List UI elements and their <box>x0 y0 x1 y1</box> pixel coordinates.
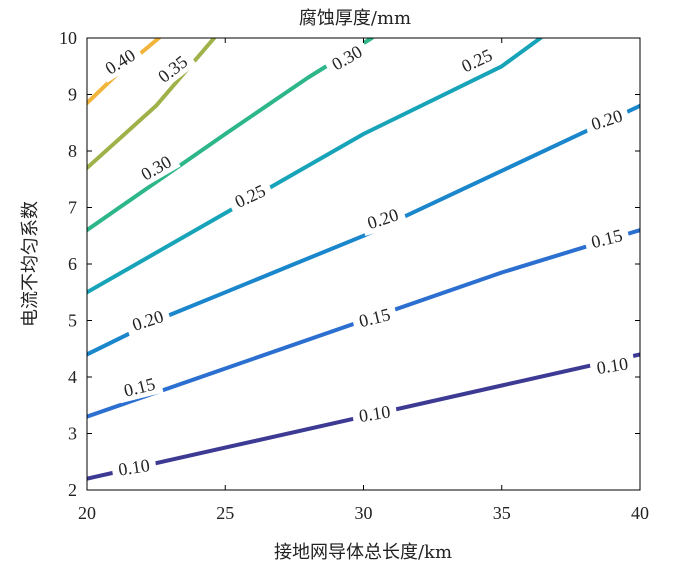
contour-label-background <box>350 301 399 334</box>
contour-label-background <box>452 41 502 80</box>
y-tick-label: 10 <box>59 28 77 48</box>
y-axis-ticks: 2 3 4 5 6 7 8 9 10 <box>59 28 640 500</box>
x-axis-ticks: 20 25 30 35 40 <box>78 38 649 523</box>
y-tick-label: 8 <box>68 141 77 161</box>
x-tick-label: 40 <box>631 503 649 523</box>
y-tick-label: 9 <box>68 85 77 105</box>
contour-label-0.10: 0.10 <box>351 399 399 429</box>
contour-label-background <box>95 40 145 83</box>
contour-label-text: 0.15 <box>122 374 157 401</box>
y-tick-label: 7 <box>68 198 77 218</box>
contour-label-0.15: 0.15 <box>350 301 399 334</box>
contour-label-background <box>115 371 164 404</box>
contour-label-text: 0.20 <box>589 106 625 135</box>
contour-label-background <box>582 102 632 138</box>
x-tick-label: 35 <box>493 503 511 523</box>
y-tick-label: 3 <box>68 424 77 444</box>
x-tick-label: 25 <box>216 503 234 523</box>
y-tick-label: 4 <box>68 367 77 387</box>
x-tick-label: 30 <box>355 503 373 523</box>
y-tick-label: 2 <box>68 480 77 500</box>
contour-label-0.20: 0.20 <box>358 201 408 237</box>
contour-label-background <box>123 303 173 338</box>
contour-label-0.20: 0.20 <box>582 102 632 138</box>
contour-label-background <box>358 201 408 237</box>
contour-label-background <box>588 351 636 381</box>
contour-label-0.20: 0.20 <box>123 303 173 338</box>
contour-label-0.15: 0.15 <box>115 371 164 404</box>
contour-label-0.10: 0.10 <box>110 453 158 482</box>
chart-title: 腐蚀厚度/mm <box>299 8 411 29</box>
contour-label-0.25: 0.25 <box>452 41 502 80</box>
contour-label-text: 0.15 <box>357 304 392 331</box>
contour-label-0.40: 0.40 <box>95 40 145 83</box>
contour-label-background <box>351 399 399 429</box>
contour-label-text: 0.10 <box>595 353 629 378</box>
contour-label-background <box>148 46 197 92</box>
y-tick-label: 6 <box>68 254 77 274</box>
x-tick-label: 20 <box>78 503 96 523</box>
contour-label-background <box>225 176 275 216</box>
y-axis-title: 电流不均匀系数 <box>20 201 41 327</box>
contour-label-background <box>131 147 181 189</box>
contour-label-background <box>582 222 631 255</box>
contour-label-text: 0.20 <box>130 306 166 335</box>
contour-label-text: 0.15 <box>589 225 624 252</box>
contour-line-0.35 <box>87 38 217 170</box>
contour-label-background <box>110 453 158 482</box>
contour-label-0.15: 0.15 <box>582 222 631 255</box>
y-tick-label: 5 <box>68 311 77 331</box>
contour-labels: 0.10 0.10 0.10 0.15 0.15 0.15 0.20 0.20 0.20 0.25… <box>95 37 636 482</box>
contour-label-text: 0.10 <box>117 455 151 480</box>
contour-line-0.25 <box>87 38 543 295</box>
contour-label-0.25: 0.25 <box>225 176 275 216</box>
contour-label-text: 0.10 <box>357 401 391 426</box>
x-axis-title: 接地网导体总长度/km <box>274 542 452 563</box>
contour-label-0.10: 0.10 <box>588 351 636 381</box>
contour-label-background <box>322 37 372 79</box>
contour-label-text: 0.20 <box>365 204 401 233</box>
